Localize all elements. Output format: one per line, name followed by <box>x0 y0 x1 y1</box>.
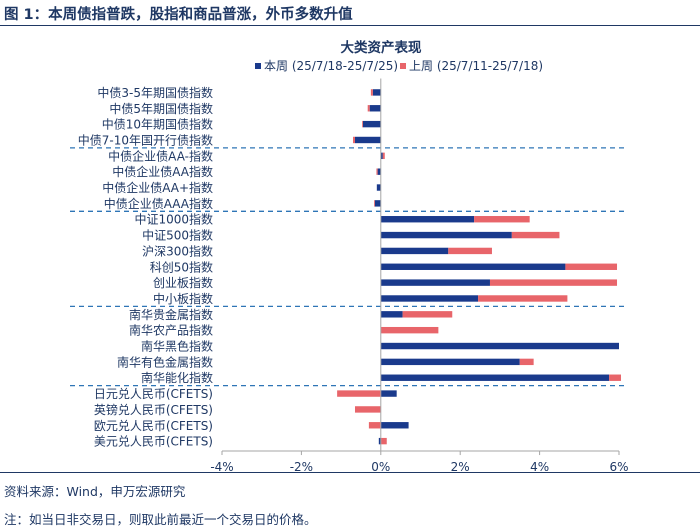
x-tick-label: 0% <box>371 460 390 472</box>
legend-swatch-1 <box>255 63 261 69</box>
bars <box>337 89 621 445</box>
category-label: 中债3-5年期国债指数 <box>97 85 213 100</box>
category-label: 南华农产品指数 <box>129 323 213 338</box>
x-tick-label: 6% <box>609 460 628 472</box>
figure-title: 图 1：本周债指普跌，股指和商品普涨，外币多数升值 <box>4 7 353 23</box>
bar-this-week <box>372 89 381 96</box>
bar-last-week <box>474 216 530 223</box>
category-labels: 中债3-5年期国债指数中债5年期国债指数中债10年期国债指数中债7-10年国开行… <box>78 85 213 449</box>
bar-last-week <box>376 168 378 175</box>
legend-label-2: 上周 (25/7/11-25/7/18) <box>409 59 543 73</box>
bar-last-week <box>337 390 381 397</box>
category-label: 中证500指数 <box>142 228 213 243</box>
bar-last-week <box>511 231 560 239</box>
category-label: 中债企业债AA指数 <box>112 164 213 179</box>
bar-last-week <box>478 295 568 302</box>
bar-this-week <box>380 263 566 270</box>
bar-this-week <box>380 152 383 160</box>
category-label: 中债企业债AA+指数 <box>102 180 213 195</box>
footnote: 注：如当日非交易日，则取此前最近一个交易日的价格。 <box>4 512 317 527</box>
bar-last-week <box>402 311 453 318</box>
bar-this-week <box>380 231 512 239</box>
bar-this-week <box>380 279 490 286</box>
x-tick-label: 4% <box>530 460 549 472</box>
bar-this-week <box>380 422 409 429</box>
chart: 大类资产表现 本周 (25/7/18-25/7/25) 上周 (25/7/11-2… <box>70 39 629 472</box>
bar-last-week <box>448 247 492 255</box>
bar-last-week <box>353 136 355 144</box>
category-label: 南华贵金属指数 <box>129 307 213 322</box>
bar-this-week <box>380 311 403 318</box>
x-axis: -4% -2% 0% 2% 4% 6% <box>210 78 629 472</box>
category-label: 南华有色金属指数 <box>117 354 213 369</box>
x-tick-label: -2% <box>290 460 313 472</box>
bar-this-week <box>376 184 381 191</box>
bar-last-week <box>609 374 621 381</box>
legend: 本周 (25/7/18-25/7/25) 上周 (25/7/11-25/7/18) <box>255 59 543 73</box>
bar-last-week <box>354 406 381 413</box>
legend-label-1: 本周 (25/7/18-25/7/25) <box>264 59 398 73</box>
bar-this-week <box>377 168 381 175</box>
bar-last-week <box>382 152 385 160</box>
bar-last-week <box>370 89 373 96</box>
group-dividers <box>70 147 625 387</box>
bar-this-week <box>374 200 381 207</box>
bar-last-week <box>519 358 534 366</box>
bar-this-week <box>380 374 610 381</box>
bar-this-week <box>380 390 397 397</box>
bar-this-week <box>380 342 619 350</box>
bar-last-week <box>362 120 363 128</box>
category-label: 中证1000指数 <box>134 212 213 227</box>
bar-last-week <box>489 279 618 286</box>
category-label: 南华黑色指数 <box>141 339 213 354</box>
title-rule <box>0 25 700 26</box>
bar-this-week <box>380 295 479 302</box>
category-label: 中债企业债AA-指数 <box>108 148 213 163</box>
bar-this-week <box>378 437 381 445</box>
bar-this-week <box>354 136 381 144</box>
category-label: 科创50指数 <box>150 259 213 274</box>
legend-swatch-2 <box>400 63 406 69</box>
x-tick-label: 2% <box>451 460 470 472</box>
category-label: 创业板指数 <box>153 275 213 290</box>
bar-last-week <box>368 422 381 429</box>
bar-this-week <box>380 358 520 366</box>
category-label: 欧元兑人民币(CFETS) <box>94 419 213 433</box>
bar-last-week <box>380 326 439 334</box>
category-label: 英镑兑人民币(CFETS) <box>94 402 213 417</box>
bottom-rule <box>0 472 700 473</box>
x-tick-label: -4% <box>210 460 233 472</box>
bar-this-week <box>380 216 475 223</box>
category-label: 中债企业债AAA指数 <box>104 196 213 211</box>
bar-this-week <box>362 120 381 128</box>
bar-this-week <box>369 105 381 112</box>
bar-last-week <box>374 200 375 207</box>
bar-this-week <box>380 247 449 255</box>
category-label: 日元兑人民币(CFETS) <box>94 387 213 401</box>
category-label: 中债7-10年国开行债指数 <box>78 132 213 147</box>
bar-last-week <box>367 105 370 112</box>
category-label: 中债10年期国债指数 <box>102 117 213 132</box>
category-label: 中小板指数 <box>153 291 213 306</box>
category-label: 美元兑人民币(CFETS) <box>94 435 213 449</box>
chart-title: 大类资产表现 <box>341 39 422 56</box>
category-label: 中债5年期国债指数 <box>109 101 213 116</box>
source-note: 资料来源：Wind，申万宏源研究 <box>4 484 186 499</box>
bar-last-week <box>380 437 387 445</box>
category-label: 沪深300指数 <box>142 243 213 258</box>
bar-last-week <box>565 263 618 270</box>
category-label: 南华能化指数 <box>141 370 213 385</box>
